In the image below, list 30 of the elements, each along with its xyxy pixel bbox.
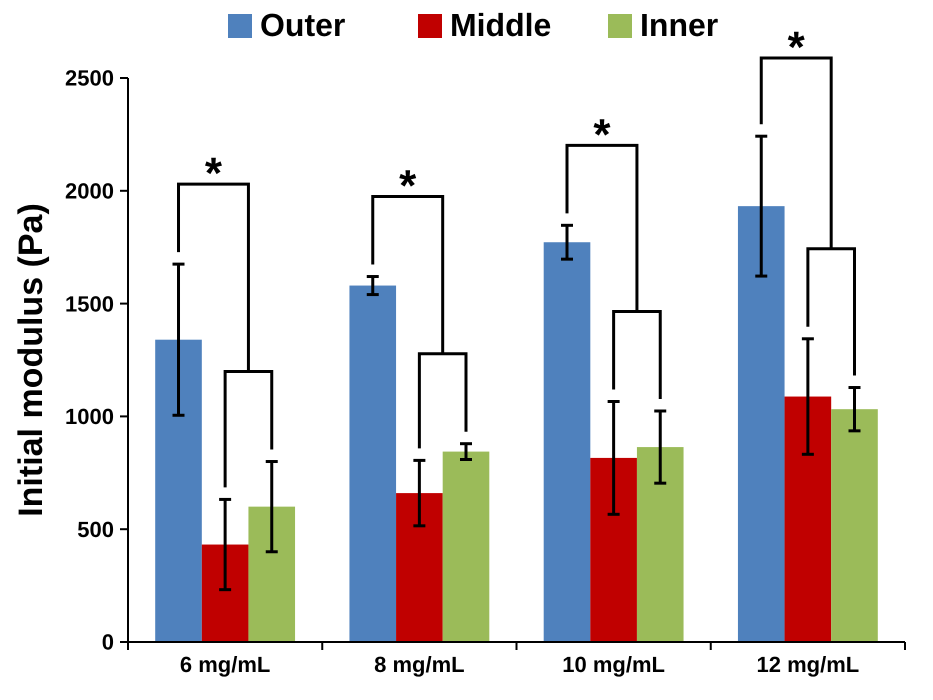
y-tick-label: 2500: [65, 66, 114, 91]
bar: [636, 447, 684, 642]
bar: [349, 286, 396, 642]
y-tick-label: 500: [77, 516, 114, 542]
y-tick-label: 1500: [65, 291, 114, 316]
x-tick-label: 10 mg/mL: [562, 652, 665, 677]
legend-label: Middle: [450, 7, 552, 43]
y-axis-title: Initial modulus (Pa): [12, 203, 50, 517]
y-tick-label: 1000: [65, 404, 114, 430]
bar: [396, 493, 443, 642]
bar: [155, 340, 202, 642]
text: *: [788, 23, 806, 72]
bar: [248, 506, 296, 642]
bar: [738, 206, 785, 642]
annotation: *: [593, 110, 612, 160]
x-tick-label: 6 mg/mL: [180, 652, 270, 677]
bar: [202, 544, 248, 642]
bar: [784, 396, 832, 642]
annotation: *: [204, 149, 223, 198]
y-tick-label: 2000: [65, 178, 114, 204]
legend-label: Outer: [260, 7, 346, 43]
bar: [544, 242, 590, 642]
bar: [442, 452, 490, 642]
y-tick-label: 0: [102, 630, 114, 655]
bar: [831, 409, 878, 642]
x-tick-label: 8 mg/mL: [374, 652, 465, 677]
bar: [590, 458, 637, 642]
annotation: *: [399, 162, 418, 211]
x-tick-label: 12 mg/mL: [756, 652, 860, 677]
legend-label: Inner: [640, 7, 718, 43]
